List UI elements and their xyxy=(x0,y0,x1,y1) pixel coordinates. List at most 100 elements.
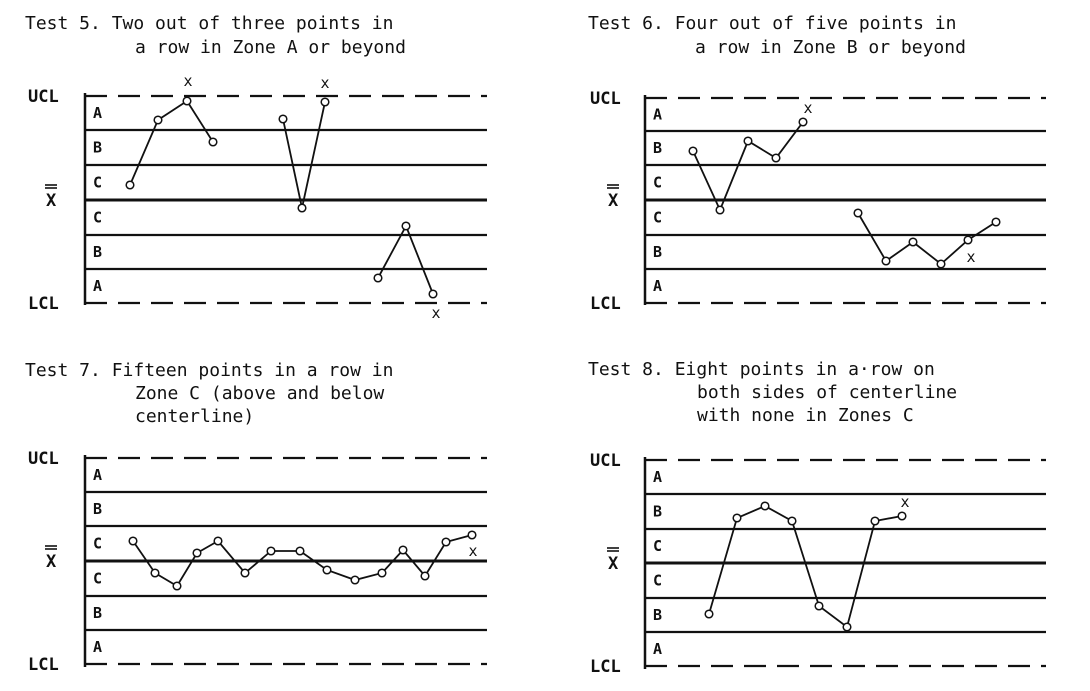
panel-title-line: a row in Zone A or beyond xyxy=(135,37,406,58)
ucl-label: UCL xyxy=(28,87,59,107)
data-point xyxy=(320,97,330,107)
panel-title-line: centerline) xyxy=(135,406,254,427)
data-point xyxy=(991,217,1001,227)
data-point xyxy=(870,516,880,526)
zone-label-c: C xyxy=(93,209,102,227)
data-point xyxy=(128,536,138,546)
signal-x-mark: x xyxy=(900,493,909,511)
panel-title-line: both sides of centerline xyxy=(697,382,957,403)
data-point xyxy=(787,516,797,526)
ucl-label: UCL xyxy=(28,449,59,469)
zone-label-b: B xyxy=(653,606,662,624)
data-trace xyxy=(377,223,434,295)
zone-label-b: B xyxy=(93,500,102,518)
zone-label-c: C xyxy=(653,537,662,555)
zone-label-c: C xyxy=(653,209,662,227)
xbar-label: X xyxy=(46,191,57,211)
data-point xyxy=(213,536,223,546)
data-point xyxy=(398,545,408,555)
data-point xyxy=(377,568,387,578)
panel-title-line: with none in Zones C xyxy=(697,405,914,426)
data-trace xyxy=(857,212,997,266)
xbar-label: X xyxy=(608,191,619,211)
zone-label-a: A xyxy=(93,277,102,295)
data-point xyxy=(182,96,192,106)
zone-label-a: A xyxy=(653,106,662,124)
data-trace xyxy=(282,101,326,209)
data-point xyxy=(814,601,824,611)
data-point xyxy=(208,137,218,147)
xbar-label: X xyxy=(46,552,57,572)
panel-title-line: a row in Zone B or beyond xyxy=(695,37,966,58)
data-point xyxy=(322,565,332,575)
lcl-label: LCL xyxy=(28,294,59,314)
lcl-label: LCL xyxy=(590,294,621,314)
data-point xyxy=(798,117,808,127)
data-point xyxy=(150,568,160,578)
zone-label-c: C xyxy=(653,174,662,192)
data-point xyxy=(732,513,742,523)
zone-label-a: A xyxy=(653,640,662,658)
zone-label-a: A xyxy=(93,638,102,656)
data-point xyxy=(420,571,430,581)
data-point xyxy=(295,546,305,556)
ucl-label: UCL xyxy=(590,89,621,109)
zone-label-b: B xyxy=(93,139,102,157)
ucl-label: UCL xyxy=(590,451,621,471)
control-chart-panel-5: Test 5. Two out of three points in a row … xyxy=(25,13,487,322)
zone-label-c: C xyxy=(93,174,102,192)
signal-x-mark: x xyxy=(431,304,440,322)
data-point xyxy=(704,609,714,619)
data-point xyxy=(853,208,863,218)
data-trace xyxy=(129,99,214,186)
zone-label-a: A xyxy=(93,466,102,484)
data-point xyxy=(688,146,698,156)
panel-title: Test 5. Two out of three points in xyxy=(25,13,393,34)
zone-label-a: A xyxy=(93,104,102,122)
zone-label-b: B xyxy=(93,604,102,622)
zone-label-b: B xyxy=(93,243,102,261)
data-point xyxy=(125,180,135,190)
zone-label-c: C xyxy=(653,572,662,590)
data-point xyxy=(715,205,725,215)
data-point xyxy=(373,273,383,283)
data-point xyxy=(743,136,753,146)
data-point xyxy=(240,568,250,578)
data-point xyxy=(760,501,770,511)
data-point xyxy=(297,203,307,213)
signal-x-mark: x xyxy=(183,72,192,90)
data-point xyxy=(441,537,451,547)
panel-title: Test 6. Four out of five points in xyxy=(588,13,956,34)
panel-title-line: Zone C (above and below xyxy=(135,383,384,404)
zone-label-b: B xyxy=(653,243,662,261)
signal-x-mark: x xyxy=(320,74,329,92)
zone-label-a: A xyxy=(653,468,662,486)
data-point xyxy=(963,235,973,245)
data-point xyxy=(266,546,276,556)
lcl-label: LCL xyxy=(590,657,621,677)
zone-label-c: C xyxy=(93,535,102,553)
panel-title: Test 7. Fifteen points in a row in xyxy=(25,360,393,381)
zone-label-c: C xyxy=(93,570,102,588)
data-point xyxy=(350,575,360,585)
data-trace xyxy=(708,504,903,629)
data-point xyxy=(278,114,288,124)
data-point xyxy=(842,622,852,632)
signal-x-mark: x xyxy=(966,248,975,266)
xbar-label: X xyxy=(608,554,619,574)
zone-label-b: B xyxy=(653,503,662,521)
data-point xyxy=(936,259,946,269)
data-point xyxy=(401,221,411,231)
zone-label-a: A xyxy=(653,277,662,295)
lcl-label: LCL xyxy=(28,655,59,675)
panel-title: Test 8. Eight points in a·row on xyxy=(588,359,935,380)
data-point xyxy=(908,237,918,247)
data-point xyxy=(881,256,891,266)
data-point xyxy=(192,548,202,558)
data-point xyxy=(897,511,907,521)
signal-x-mark: x xyxy=(468,542,477,560)
data-point xyxy=(428,289,438,299)
